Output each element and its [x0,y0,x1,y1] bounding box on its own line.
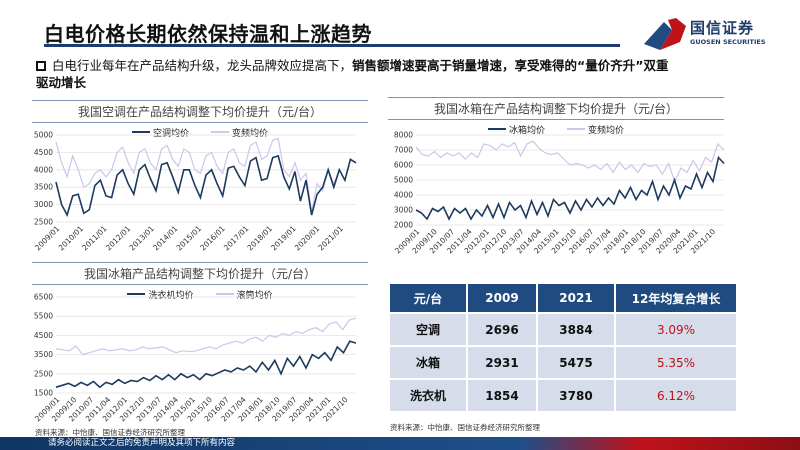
legend-item: 变频均价 [211,126,268,139]
y-tick-label: 6000 [394,161,413,170]
legend-item: 冰箱均价 [487,123,545,136]
y-tick-label: 4500 [34,148,53,157]
checkbox-bullet-icon [36,61,46,71]
x-tick-label: 2010/01 [57,224,86,253]
source-note: 资料来源：中怡康、国信证券经济研究所整理 [35,428,185,437]
guosen-logo-icon [644,18,686,50]
legend-item: 空调均价 [131,126,189,139]
x-tick-label: 2012/01 [104,224,133,253]
table-row: 空调 2696 3884 3.09% [388,312,738,347]
y-tick-label: 2500 [34,369,53,378]
cell: 空调 [388,312,468,347]
chart-legend: 洗衣机均价 滚筒均价 [32,288,368,301]
chart-title: 我国冰箱产品结构调整下均价提升（元/台） [32,262,368,285]
y-tick-label: 2500 [34,218,53,227]
x-tick-label: 2019/01 [269,224,298,253]
header-cell: 12年均复合增长 [614,282,738,314]
chart-legend: 冰箱均价 变频均价 [388,123,724,136]
legend-item: 洗衣机均价 [127,288,194,301]
cell: 5.35% [614,345,738,380]
cell: 3884 [536,312,616,347]
x-tick-label: 2013/01 [127,224,156,253]
y-tick-label: 5500 [34,312,53,321]
growth-table: 元/台 2009 2021 12年均复合增长 空调 2696 3884 3.09% 冰… [388,282,738,413]
chart-legend: 空调均价 变频均价 [32,126,368,139]
chart-washer-plot: 6500550045003500250015002009/012009/1020… [33,293,357,423]
logo-text: 国信证券 [690,19,755,37]
cell: 3.09% [614,312,738,347]
legend-item: 滚筒均价 [215,288,273,301]
y-tick-label: 5000 [394,176,413,185]
chart-title: 我国冰箱在产品结构调整下均价提升（元/台） [388,97,724,120]
x-tick-label: 2014/01 [151,224,180,253]
series-line-secondary [55,317,357,356]
legend-item: 变频均价 [567,123,624,136]
x-tick-label: 2018/01 [246,224,275,253]
source-note: 资料来源：中怡康、国信证券经济研究所整理 [390,423,540,432]
x-tick-label: 2016/01 [198,224,227,253]
y-tick-label: 2000 [394,221,413,230]
series-line-primary [415,155,725,221]
y-tick-label: 3500 [34,183,53,192]
cell: 2931 [466,345,538,380]
chart-fridge-plot: 80007000600050004000300020002009/012009/… [393,131,725,255]
page-title: 白电价格长期依然保持温和上涨趋势 [44,22,372,46]
chart-washer-price: 我国冰箱产品结构调整下均价提升（元/台） 洗衣机均价 滚筒均价 [32,262,368,301]
x-tick-label: 2011/01 [80,224,109,253]
cell: 洗衣机 [388,378,468,413]
y-tick-label: 7000 [394,146,413,155]
x-tick-label: 2015/01 [175,224,204,253]
table-header-row: 元/台 2009 2021 12年均复合增长 [388,282,738,314]
header-cell: 元/台 [388,282,468,314]
cell: 冰箱 [388,345,468,380]
chart-ac-price: 我国空调在产品结构调整下均价提升（元/台） 空调均价 变频均价 [32,100,368,139]
x-tick-label: 2009/01 [33,224,62,253]
chart-ac-plot: 5000450040003500300025002009/012010/0120… [33,131,357,253]
cell: 3780 [536,378,616,413]
cell: 2696 [466,312,538,347]
series-line-secondary [415,140,725,184]
x-tick-label: 2020/01 [293,224,322,253]
footer-disclaimer: 请务必阅读正文之后的免责声明及其项下所有内容 [48,438,236,448]
chart-title: 我国空调在产品结构调整下均价提升（元/台） [32,100,368,123]
bullet-text: 白电行业每年在产品结构升级，龙头品牌效应提高下， [52,58,353,73]
y-tick-label: 4000 [34,165,53,174]
cell: 5475 [536,345,616,380]
table-row: 洗衣机 1854 3780 6.12% [388,378,738,413]
header-cell: 2009 [466,282,538,314]
x-tick-label: 2017/01 [222,224,251,253]
series-line-primary [55,340,357,389]
y-tick-label: 3500 [34,350,53,359]
y-tick-label: 6500 [34,293,53,302]
logo-subtext: GUOSEN SECURITIES [690,38,766,46]
series-line-primary [55,154,357,218]
y-tick-label: 5000 [34,131,53,140]
x-tick-label: 2021/01 [316,224,345,253]
cell: 6.12% [614,378,738,413]
y-tick-label: 3000 [34,200,53,209]
y-tick-label: 4500 [34,331,53,340]
title-underline [44,44,620,47]
series-line-secondary [55,137,357,212]
y-tick-label: 3000 [394,206,413,215]
y-tick-label: 1500 [34,389,53,398]
footer-bar [0,437,800,450]
bullet-point: 白电行业每年在产品结构升级，龙头品牌效应提高下，销售额增速要高于销量增速，享受难… [36,57,676,91]
bullet-text-bold: 销售额增速要高于销量增速，享受难得的“量价齐升”双重驱动增长 [36,58,669,90]
chart-fridge-price: 我国冰箱在产品结构调整下均价提升（元/台） 冰箱均价 变频均价 [388,97,724,136]
header-cell: 2021 [536,282,616,314]
cell: 1854 [466,378,538,413]
table-row: 冰箱 2931 5475 5.35% [388,345,738,380]
y-tick-label: 4000 [394,191,413,200]
y-tick-label: 8000 [394,131,413,140]
